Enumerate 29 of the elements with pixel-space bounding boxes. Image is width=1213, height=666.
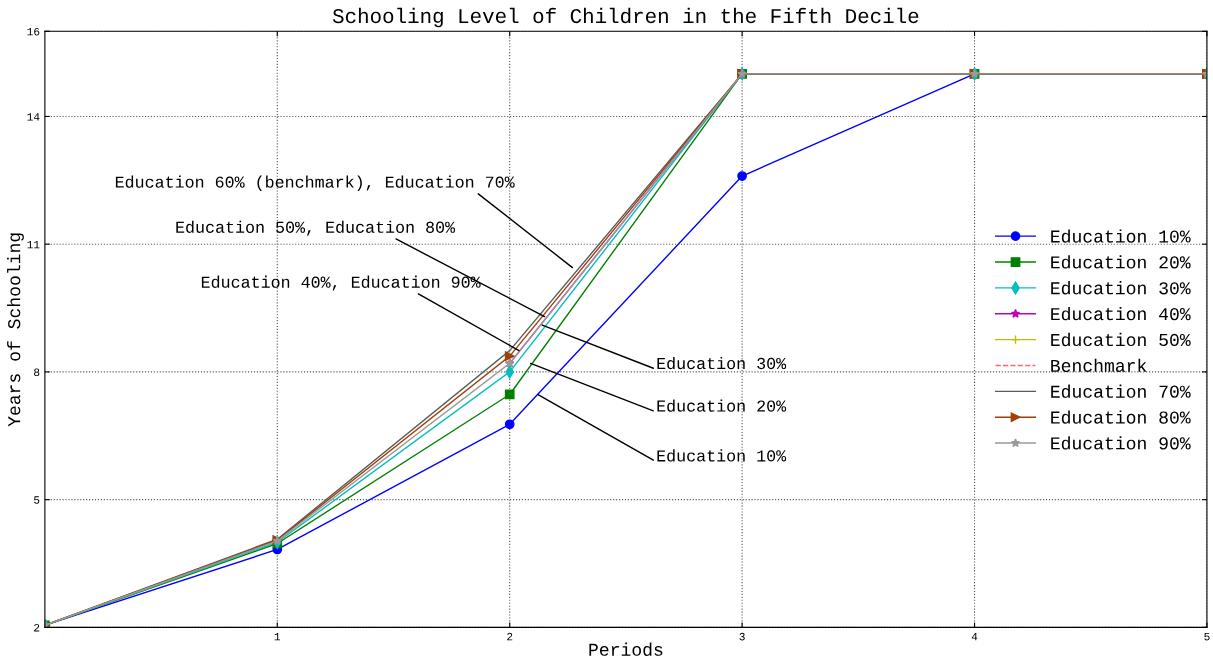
legend-label: Education 50% [1051,332,1191,347]
y-axis-title: Years of Schooling [7,233,24,427]
legend-label: Benchmark [1051,358,1147,372]
x-axis-title: Periods [589,642,663,656]
y-tick-label: 16 [27,27,40,36]
annotation: Education 60% (benchmark), Education 70% [115,175,515,192]
y-tick-label: 14 [27,113,40,121]
annotation: Education 30% [657,356,787,370]
y-tick-label: 8 [34,368,40,377]
chart-title: Schooling Level of Children in the Fifth Decile [332,7,919,28]
annotation: Education 20% [657,399,787,412]
y-tick-label: 2 [34,623,40,632]
annotation: Education 10% [657,449,787,462]
legend-label: Education 30% [1051,281,1191,295]
x-tick-label: 3 [739,632,745,641]
x-tick-label: 1 [274,632,281,641]
legend-label: Education 70% [1051,384,1191,398]
y-tick-label: 5 [34,496,40,504]
legend-label: Education 90% [1051,436,1191,450]
x-tick-label: 5 [1204,632,1210,641]
legend-label: Education 40% [1051,306,1191,321]
x-tick-label: 4 [971,632,978,641]
legend-label: Education 80% [1051,410,1191,424]
annotation: Education 50%, Education 80% [176,220,456,236]
legend-label: Education 10% [1051,229,1191,243]
y-tick-label: 11 [27,240,40,249]
legend-label: Education 20% [1051,255,1191,269]
annotation: Education 40%, Education 90% [201,275,481,291]
x-tick-label: 2 [507,632,513,641]
